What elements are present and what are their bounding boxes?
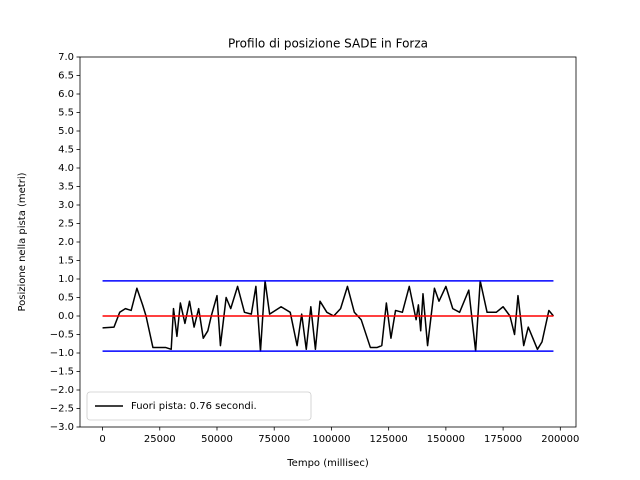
x-tick-label: 75000 <box>258 434 290 445</box>
y-tick-label: −0.5 <box>50 330 74 341</box>
legend-label: Fuori pista: 0.76 secondi. <box>131 401 257 412</box>
x-tick-label: 100000 <box>312 434 350 445</box>
y-tick-label: −2.0 <box>50 385 74 396</box>
x-tick-label: 125000 <box>370 434 408 445</box>
y-tick-label: −3.0 <box>50 422 74 433</box>
y-tick-label: 5.0 <box>58 126 74 137</box>
y-tick-label: 5.5 <box>58 108 74 119</box>
plot-frame <box>79 56 577 428</box>
x-tick-label: 200000 <box>541 434 579 445</box>
y-tick-label: 7.0 <box>58 52 74 63</box>
chart-title: Profilo di posizione SADE in Forza <box>228 37 428 51</box>
y-tick-label: −1.0 <box>50 348 74 359</box>
y-tick-label: 6.0 <box>58 89 74 100</box>
y-tick-label: 1.5 <box>58 256 74 267</box>
x-axis-label: Tempo (millisec) <box>286 458 369 469</box>
x-tick-label: 175000 <box>484 434 522 445</box>
y-axis-label: Posizione nella pista (metri) <box>17 172 28 311</box>
y-tick-label: 6.5 <box>58 71 74 82</box>
y-tick-label: 0.5 <box>58 293 74 304</box>
x-tick-label: 25000 <box>144 434 176 445</box>
y-tick-label: 2.5 <box>58 219 74 230</box>
legend-box <box>86 391 312 421</box>
y-tick-label: 3.5 <box>58 182 74 193</box>
y-tick-label: −1.5 <box>50 367 74 378</box>
x-tick-label: 150000 <box>427 434 465 445</box>
y-tick-label: 3.0 <box>58 200 74 211</box>
y-tick-label: −2.5 <box>50 404 74 415</box>
y-tick-label: 2.0 <box>58 237 74 248</box>
y-tick-label: 1.0 <box>58 274 74 285</box>
y-tick-label: 0.0 <box>58 311 74 322</box>
y-tick-label: 4.0 <box>58 163 74 174</box>
x-tick-label: 50000 <box>201 434 233 445</box>
y-tick-label: 4.5 <box>58 145 74 156</box>
x-tick-label: 0 <box>99 434 105 445</box>
